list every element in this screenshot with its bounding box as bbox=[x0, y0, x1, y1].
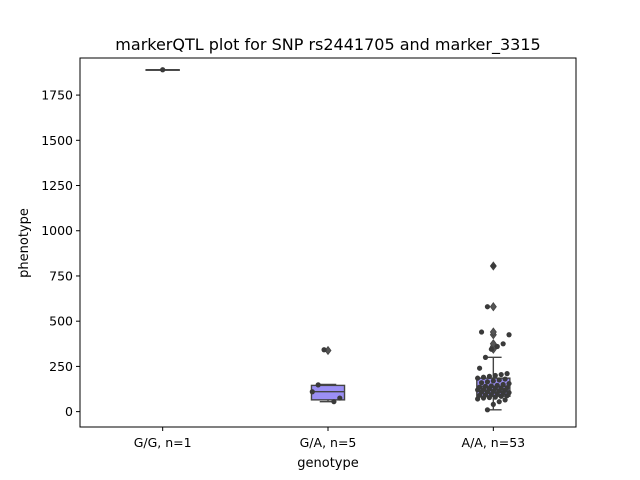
data-point bbox=[478, 329, 485, 335]
x-tick-label: G/G, n=1 bbox=[134, 435, 192, 450]
data-point bbox=[484, 407, 491, 413]
data-point bbox=[494, 382, 500, 388]
outlier-marker bbox=[489, 327, 497, 337]
data-point bbox=[502, 397, 508, 403]
data-point bbox=[337, 395, 343, 401]
outlier-marker bbox=[489, 302, 497, 312]
data-point bbox=[494, 343, 500, 350]
y-tick-label: 1750 bbox=[41, 88, 73, 103]
y-tick-label: 500 bbox=[49, 314, 73, 329]
plot-area bbox=[145, 67, 512, 413]
data-point bbox=[488, 346, 494, 352]
data-point bbox=[504, 385, 510, 391]
data-point bbox=[506, 390, 512, 396]
y-tick-label: 0 bbox=[65, 404, 73, 419]
data-point bbox=[475, 375, 481, 381]
y-tick-label: 1500 bbox=[41, 133, 73, 148]
strip-points bbox=[160, 67, 166, 73]
box-group bbox=[310, 345, 346, 403]
x-tick-label: A/A, n=53 bbox=[462, 435, 526, 450]
y-tick-label: 250 bbox=[49, 359, 73, 374]
data-point bbox=[500, 381, 506, 388]
data-point bbox=[480, 374, 487, 380]
data-point bbox=[496, 377, 502, 383]
data-point bbox=[315, 382, 321, 388]
data-point bbox=[482, 354, 489, 360]
data-point bbox=[492, 372, 498, 379]
chart-title: markerQTL plot for SNP rs2441705 and mar… bbox=[115, 35, 540, 55]
data-point bbox=[490, 263, 496, 269]
data-point bbox=[496, 399, 502, 405]
data-point bbox=[482, 383, 489, 389]
y-axis-label: phenotype bbox=[17, 208, 32, 278]
x-axis: G/G, n=1 G/A, n=5 A/A, n=53 bbox=[134, 427, 525, 450]
data-point bbox=[498, 371, 504, 378]
data-point bbox=[476, 365, 483, 371]
data-point bbox=[484, 304, 491, 310]
data-point bbox=[504, 371, 510, 377]
data-point bbox=[506, 380, 512, 387]
data-point bbox=[488, 383, 494, 389]
x-tick-label: G/A, n=5 bbox=[300, 435, 357, 450]
data-point bbox=[476, 384, 483, 390]
data-point bbox=[486, 373, 493, 379]
y-axis: 0 250 500 750 1000 1250 1500 1750 bbox=[41, 88, 80, 419]
data-point bbox=[160, 67, 166, 73]
plot-frame bbox=[79, 57, 577, 428]
data-point bbox=[309, 389, 315, 395]
data-point bbox=[490, 378, 496, 384]
data-point bbox=[502, 376, 508, 382]
x-axis-label: genotype bbox=[297, 456, 358, 471]
data-point bbox=[506, 332, 512, 338]
data-point bbox=[484, 379, 491, 385]
data-point bbox=[490, 401, 496, 407]
strip-points bbox=[309, 347, 343, 405]
data-point bbox=[500, 341, 506, 347]
strip-points bbox=[475, 263, 512, 413]
y-tick-label: 1250 bbox=[41, 178, 73, 193]
data-point bbox=[331, 399, 337, 405]
y-tick-label: 1000 bbox=[41, 223, 73, 238]
y-tick-label: 750 bbox=[49, 268, 73, 283]
data-point bbox=[478, 380, 485, 386]
data-point bbox=[321, 347, 327, 353]
